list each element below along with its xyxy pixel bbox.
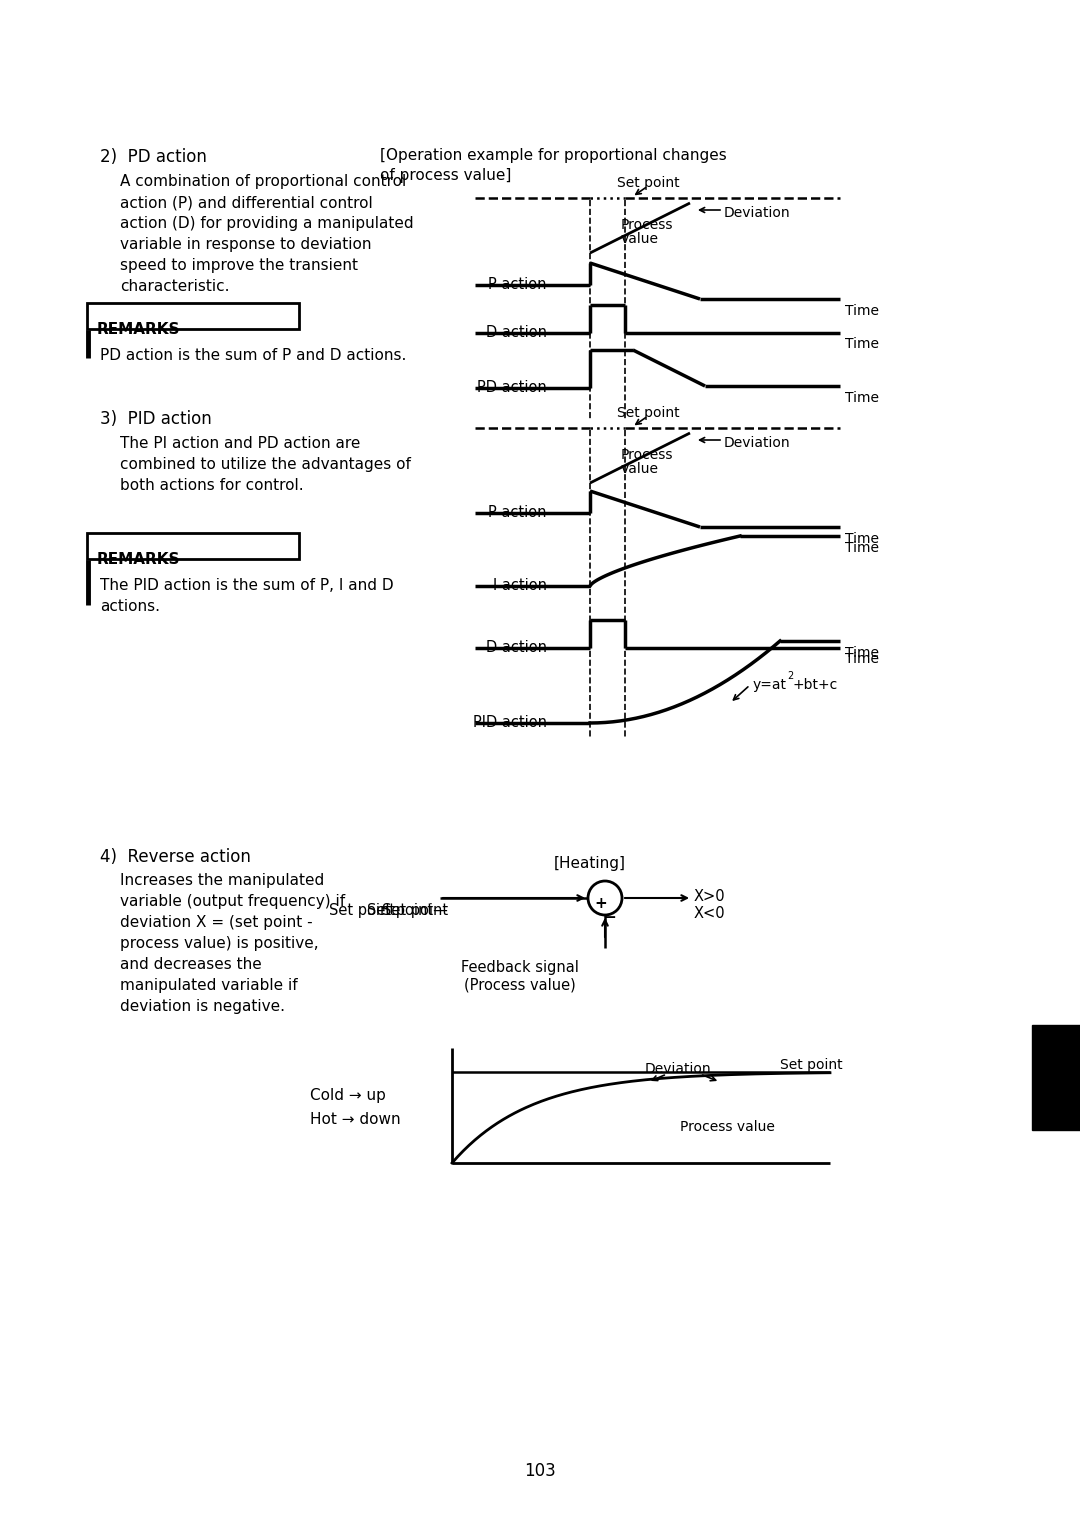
Text: D action: D action xyxy=(486,325,546,340)
Text: Set point: Set point xyxy=(329,903,395,919)
Text: PID action: PID action xyxy=(473,716,546,729)
Text: 2)  PD action: 2) PD action xyxy=(100,148,207,166)
Text: Set point: Set point xyxy=(382,903,448,919)
Text: Set point—: Set point— xyxy=(367,903,448,919)
Text: manipulated variable if: manipulated variable if xyxy=(120,978,298,993)
Text: Hot → down: Hot → down xyxy=(310,1112,401,1128)
Text: combined to utilize the advantages of: combined to utilize the advantages of xyxy=(120,456,410,472)
Text: Process: Process xyxy=(621,449,674,462)
Text: PD action is the sum of P and D actions.: PD action is the sum of P and D actions. xyxy=(100,348,406,363)
Text: both actions for control.: both actions for control. xyxy=(120,478,303,493)
Text: Feedback signal: Feedback signal xyxy=(461,960,579,975)
Text: 2: 2 xyxy=(1048,1070,1065,1093)
Text: X>0: X>0 xyxy=(694,890,726,903)
Text: Set point: Set point xyxy=(617,406,679,420)
Text: of process value]: of process value] xyxy=(380,168,511,183)
Text: action (P) and differential control: action (P) and differential control xyxy=(120,195,373,211)
Text: Process value: Process value xyxy=(680,1120,774,1134)
Text: Time: Time xyxy=(845,337,879,351)
Text: P action: P action xyxy=(488,278,546,291)
Text: characteristic.: characteristic. xyxy=(120,279,229,295)
Text: PD action: PD action xyxy=(477,380,546,395)
Text: A combination of proportional control: A combination of proportional control xyxy=(120,174,406,189)
Text: Process: Process xyxy=(621,218,674,232)
Text: Time: Time xyxy=(845,542,879,555)
Text: Deviation: Deviation xyxy=(645,1062,712,1076)
Bar xyxy=(1032,1025,1080,1129)
Text: [Operation example for proportional changes: [Operation example for proportional chan… xyxy=(380,148,727,163)
FancyBboxPatch shape xyxy=(87,304,299,330)
Text: actions.: actions. xyxy=(100,600,160,613)
Text: D action: D action xyxy=(486,639,546,655)
Text: Deviation: Deviation xyxy=(724,206,791,220)
Text: X<0: X<0 xyxy=(694,906,726,922)
Text: REMARKS: REMARKS xyxy=(97,552,180,568)
Text: The PI action and PD action are: The PI action and PD action are xyxy=(120,436,361,452)
Text: Deviation: Deviation xyxy=(724,436,791,450)
Text: 4)  Reverse action: 4) Reverse action xyxy=(100,848,251,865)
Text: −: − xyxy=(603,909,616,925)
Text: 103: 103 xyxy=(524,1462,556,1480)
Text: 3)  PID action: 3) PID action xyxy=(100,410,212,427)
Text: value: value xyxy=(621,462,659,476)
Text: deviation X = (set point -: deviation X = (set point - xyxy=(120,916,312,929)
Text: deviation is negative.: deviation is negative. xyxy=(120,1000,285,1013)
Text: Set point: Set point xyxy=(617,175,679,191)
Text: Time: Time xyxy=(845,652,879,665)
Text: The PID action is the sum of P, I and D: The PID action is the sum of P, I and D xyxy=(100,578,393,594)
Text: +bt+c: +bt+c xyxy=(792,678,837,691)
Text: P action: P action xyxy=(488,505,546,520)
Text: process value) is positive,: process value) is positive, xyxy=(120,935,319,951)
Text: I action: I action xyxy=(492,578,546,594)
Text: +: + xyxy=(594,896,607,911)
Text: Increases the manipulated: Increases the manipulated xyxy=(120,873,324,888)
Text: value: value xyxy=(621,232,659,246)
Text: and decreases the: and decreases the xyxy=(120,957,261,972)
Text: Time: Time xyxy=(845,391,879,404)
Text: Time: Time xyxy=(845,533,879,546)
FancyBboxPatch shape xyxy=(87,533,299,559)
Text: [Heating]: [Heating] xyxy=(554,856,626,871)
Text: y=at: y=at xyxy=(753,678,787,691)
Text: (Process value): (Process value) xyxy=(464,978,576,993)
Text: Cold → up: Cold → up xyxy=(310,1088,386,1103)
Text: Time: Time xyxy=(845,645,879,661)
Text: variable in response to deviation: variable in response to deviation xyxy=(120,237,372,252)
Text: Set point: Set point xyxy=(780,1058,842,1071)
Text: 2: 2 xyxy=(787,671,793,681)
Text: Time: Time xyxy=(845,304,879,317)
Text: variable (output frequency) if: variable (output frequency) if xyxy=(120,894,346,909)
Text: speed to improve the transient: speed to improve the transient xyxy=(120,258,357,273)
Text: action (D) for providing a manipulated: action (D) for providing a manipulated xyxy=(120,217,414,230)
Text: REMARKS: REMARKS xyxy=(97,322,180,337)
